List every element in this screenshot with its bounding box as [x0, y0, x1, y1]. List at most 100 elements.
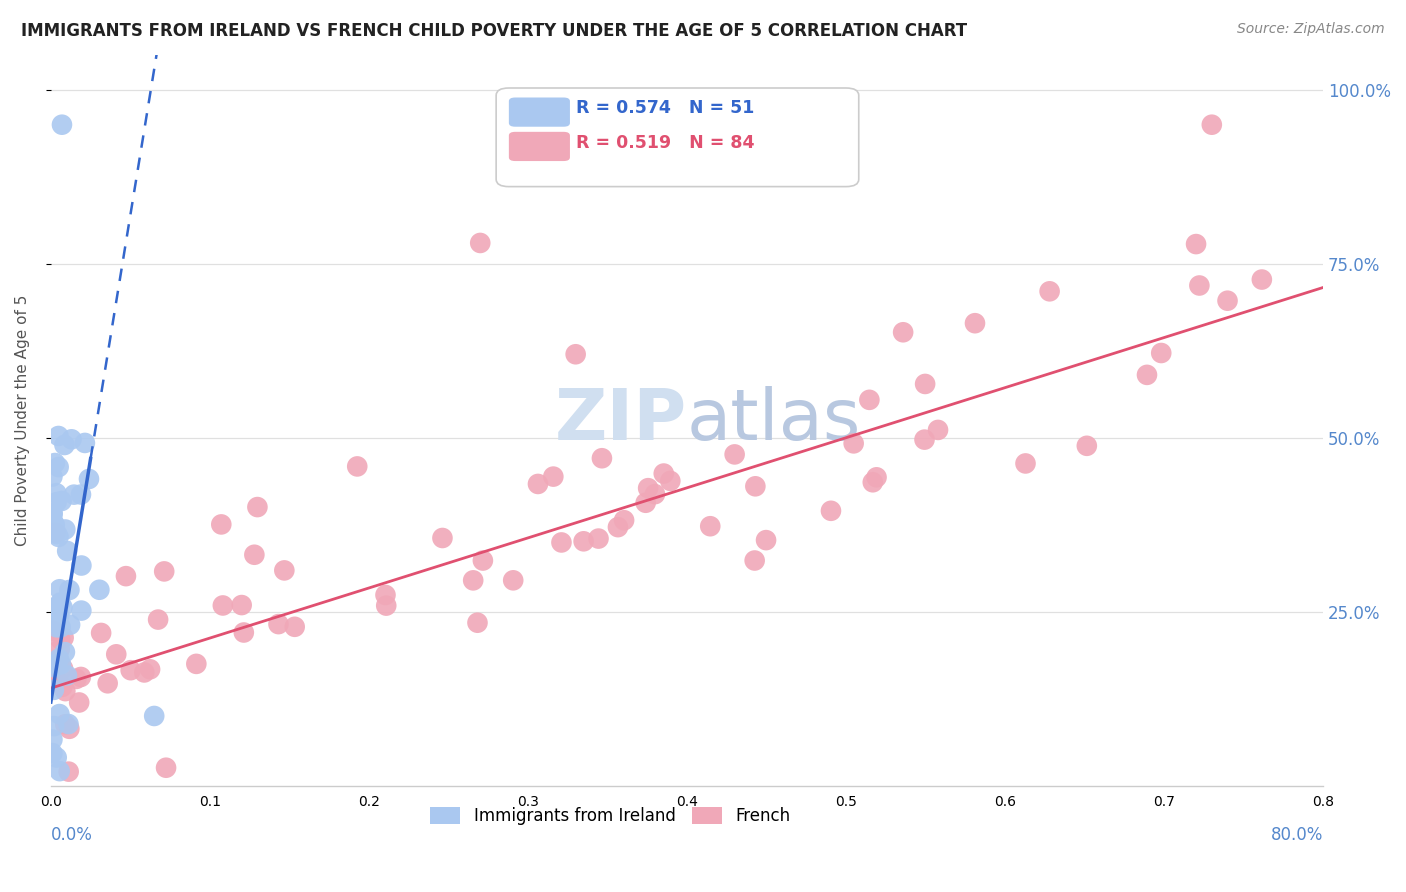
Point	[53, 438, 76, 452]
Point	[284, 620, 307, 634]
Point	[143, 709, 166, 723]
Point	[41, 746, 63, 760]
Point	[139, 662, 162, 676]
Point	[97, 676, 120, 690]
Point	[637, 481, 659, 495]
FancyBboxPatch shape	[509, 132, 569, 161]
Point	[1185, 237, 1208, 252]
Text: 0.0%: 0.0%	[51, 826, 93, 844]
Point	[53, 645, 76, 659]
Point	[48, 582, 70, 597]
Point	[1250, 272, 1272, 286]
Point	[53, 523, 76, 537]
Point	[865, 470, 887, 484]
Point	[41, 507, 63, 521]
Point	[699, 519, 721, 533]
Point	[375, 599, 398, 613]
Text: 80.0%: 80.0%	[1271, 826, 1323, 844]
Point	[89, 582, 111, 597]
Text: ZIP: ZIP	[555, 386, 688, 455]
Point	[45, 604, 67, 618]
Point	[46, 599, 69, 614]
Point	[48, 460, 70, 475]
Point	[48, 642, 70, 657]
Point	[842, 436, 865, 450]
Legend: Immigrants from Ireland, French: Immigrants from Ireland, French	[423, 800, 797, 832]
Point	[45, 750, 67, 764]
Point	[155, 761, 177, 775]
Point	[432, 531, 454, 545]
Point	[652, 467, 675, 481]
Point	[644, 487, 666, 501]
Point	[58, 582, 80, 597]
Point	[51, 680, 73, 694]
Point	[48, 764, 70, 779]
Point	[48, 530, 70, 544]
Point	[41, 673, 63, 687]
Point	[58, 764, 80, 779]
Point	[45, 495, 67, 509]
Point	[564, 347, 586, 361]
Point	[550, 535, 572, 549]
Point	[90, 626, 112, 640]
Point	[77, 472, 100, 486]
Point	[53, 717, 76, 731]
Point	[46, 616, 69, 631]
Point	[53, 684, 76, 698]
Point	[243, 548, 266, 562]
Point	[63, 488, 86, 502]
Point	[67, 696, 90, 710]
Point	[120, 663, 142, 677]
Point	[48, 608, 70, 623]
Point	[1136, 368, 1159, 382]
Point	[56, 668, 79, 682]
Text: atlas: atlas	[688, 386, 862, 455]
Point	[914, 376, 936, 391]
Point	[659, 474, 682, 488]
Point	[891, 325, 914, 339]
Point	[60, 432, 83, 446]
Point	[607, 520, 630, 534]
Point	[963, 316, 986, 330]
FancyBboxPatch shape	[509, 97, 569, 127]
Point	[51, 118, 73, 132]
Point	[755, 533, 778, 548]
Point	[502, 574, 524, 588]
Point	[70, 558, 93, 573]
Point	[42, 682, 65, 697]
Point	[65, 672, 87, 686]
Point	[70, 604, 93, 618]
Point	[42, 624, 65, 638]
Point	[59, 617, 82, 632]
Point	[52, 661, 75, 675]
Point	[44, 517, 66, 532]
Point	[613, 513, 636, 527]
Point	[744, 479, 766, 493]
Point	[744, 553, 766, 567]
Point	[209, 517, 232, 532]
Point	[927, 423, 949, 437]
Point	[527, 477, 550, 491]
Point	[45, 525, 67, 540]
Point	[273, 563, 295, 577]
Point	[42, 515, 65, 529]
Point	[115, 569, 138, 583]
Text: Source: ZipAtlas.com: Source: ZipAtlas.com	[1237, 22, 1385, 37]
Point	[49, 596, 72, 610]
Point	[246, 500, 269, 514]
Point	[70, 487, 93, 501]
Point	[44, 456, 66, 470]
Point	[52, 631, 75, 645]
Point	[1201, 118, 1223, 132]
Point	[724, 447, 747, 461]
Point	[1014, 457, 1036, 471]
Point	[346, 459, 368, 474]
Point	[49, 657, 72, 672]
Point	[45, 527, 67, 541]
Point	[134, 665, 156, 680]
Point	[105, 648, 128, 662]
Text: IMMIGRANTS FROM IRELAND VS FRENCH CHILD POVERTY UNDER THE AGE OF 5 CORRELATION C: IMMIGRANTS FROM IRELAND VS FRENCH CHILD …	[21, 22, 967, 40]
Point	[42, 660, 65, 674]
Text: R = 0.574   N = 51: R = 0.574 N = 51	[576, 100, 755, 118]
Point	[51, 494, 73, 508]
